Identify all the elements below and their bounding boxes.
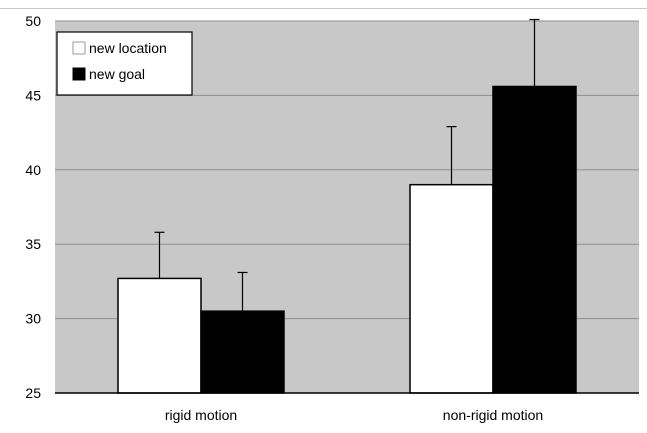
error-bars (154, 18, 540, 312)
x-tick-label: rigid motion (165, 407, 237, 423)
bar-new-location-0 (117, 277, 202, 394)
bars (117, 85, 577, 394)
legend-label: new location (89, 40, 167, 56)
y-tick-label: 30 (25, 311, 41, 327)
bar-new-goal-1 (492, 85, 577, 394)
bar-new-goal-0 (200, 310, 285, 394)
y-axis-tick-labels: 25 30 35 40 45 50 (25, 13, 41, 401)
y-tick-label: 40 (25, 162, 41, 178)
x-tick-label: non-rigid motion (443, 407, 543, 423)
y-tick-label: 25 (25, 385, 41, 401)
x-axis-tick-labels: rigid motion non-rigid motion (165, 407, 543, 423)
y-tick-label: 50 (25, 13, 41, 29)
legend-swatch (72, 41, 86, 55)
legend-label: new goal (89, 66, 145, 82)
legend: new location new goal (56, 31, 193, 96)
legend-swatch (72, 67, 86, 81)
y-tick-label: 45 (25, 87, 41, 103)
y-tick-label: 35 (25, 236, 41, 252)
bar-new-location-1 (409, 183, 494, 394)
